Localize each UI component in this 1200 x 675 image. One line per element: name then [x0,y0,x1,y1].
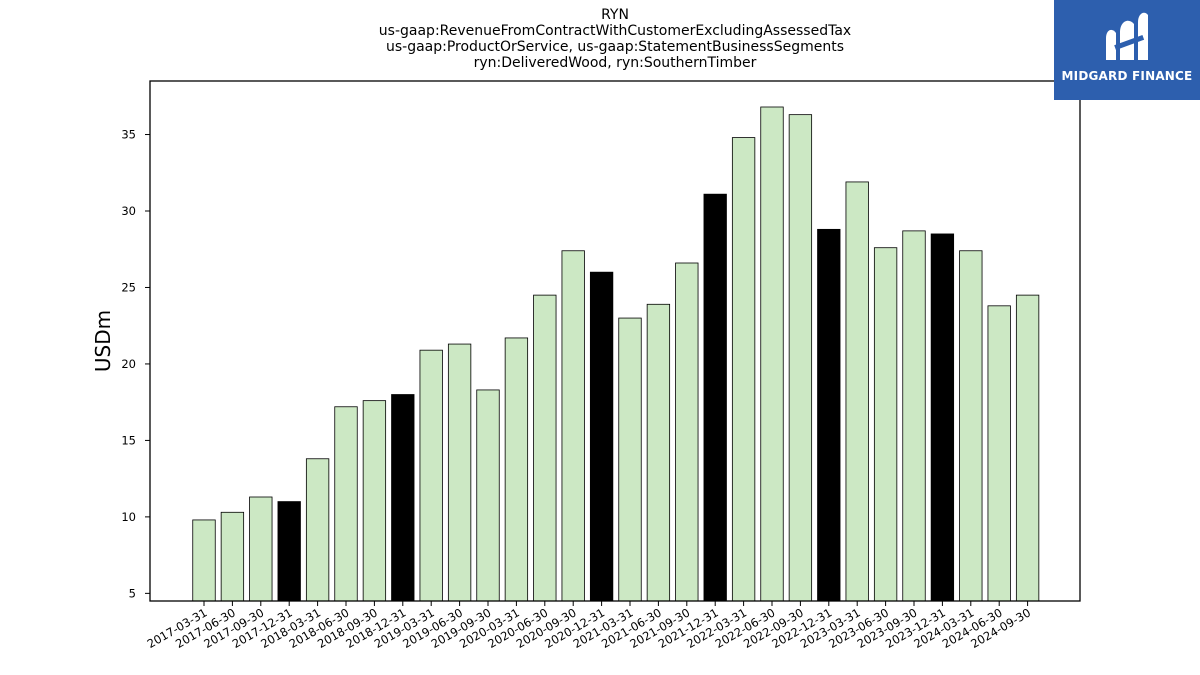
bar-2022-09-30 [788,114,813,602]
bar-2020-03-31 [504,337,529,602]
bar-2020-12-31 [589,271,614,602]
logo-text: MIDGARD FINANCE [1061,69,1193,83]
bar-2020-09-30 [561,250,585,602]
y-tick-label: 5 [129,586,136,600]
chart-title-line-4: ryn:DeliveredWood, ryn:SouthernTimber [473,55,757,71]
y-tick-label: 30 [121,204,136,218]
bar-2017-09-30 [249,496,273,602]
bar-2018-12-31 [391,394,415,602]
y-tick-label: 10 [121,510,136,524]
bar-2022-12-31 [817,228,841,602]
bar-2022-03-31 [731,137,756,602]
x-axis: 2017-03-312017-06-302017-09-302017-12-31… [145,601,1033,651]
y-tick-label: 15 [121,433,136,447]
bar-2023-09-30 [902,230,926,602]
bar-2021-12-31 [703,193,727,602]
bar-2023-03-31 [845,181,869,602]
bars-group [192,106,1040,602]
chart-title-line-1: RYN [601,7,629,23]
bar-2017-03-31 [192,519,216,602]
bar-2020-06-30 [533,294,557,602]
bar-2017-12-31 [277,501,301,602]
bar-2017-06-30 [220,511,245,602]
bar-2024-06-30 [987,305,1011,602]
y-tick-label: 35 [121,128,136,142]
chart-title-line-2: us-gaap:RevenueFromContractWithCustomerE… [378,23,852,39]
bar-2023-06-30 [873,247,898,602]
bar-2022-06-30 [760,106,784,602]
bar-2019-09-30 [476,389,500,602]
bar-2021-03-31 [618,317,642,602]
chart-title-line-3: us-gaap:ProductOrService, us-gaap:Statem… [385,39,844,55]
bar-2018-09-30 [362,400,387,602]
bar-2019-06-30 [447,343,472,602]
y-axis-label: USDm [91,310,115,372]
bar-2024-09-30 [1015,294,1040,602]
bar-2018-06-30 [334,406,358,602]
bar-2021-09-30 [675,262,699,602]
bar-2019-03-31 [419,349,443,602]
midgard-finance-logo: MIDGARD FINANCE [1054,0,1200,100]
bar-2021-06-30 [646,303,671,602]
bar-2018-03-31 [305,458,330,602]
y-tick-label: 25 [121,280,136,294]
midgard-logo-icon [1106,12,1148,60]
y-axis: 5 10 15 20 25 30 35 [121,128,150,600]
bar-2023-12-31 [930,233,955,602]
bar-2024-03-31 [959,250,983,602]
plot-frame [149,80,1081,602]
y-tick-label: 20 [121,357,136,371]
